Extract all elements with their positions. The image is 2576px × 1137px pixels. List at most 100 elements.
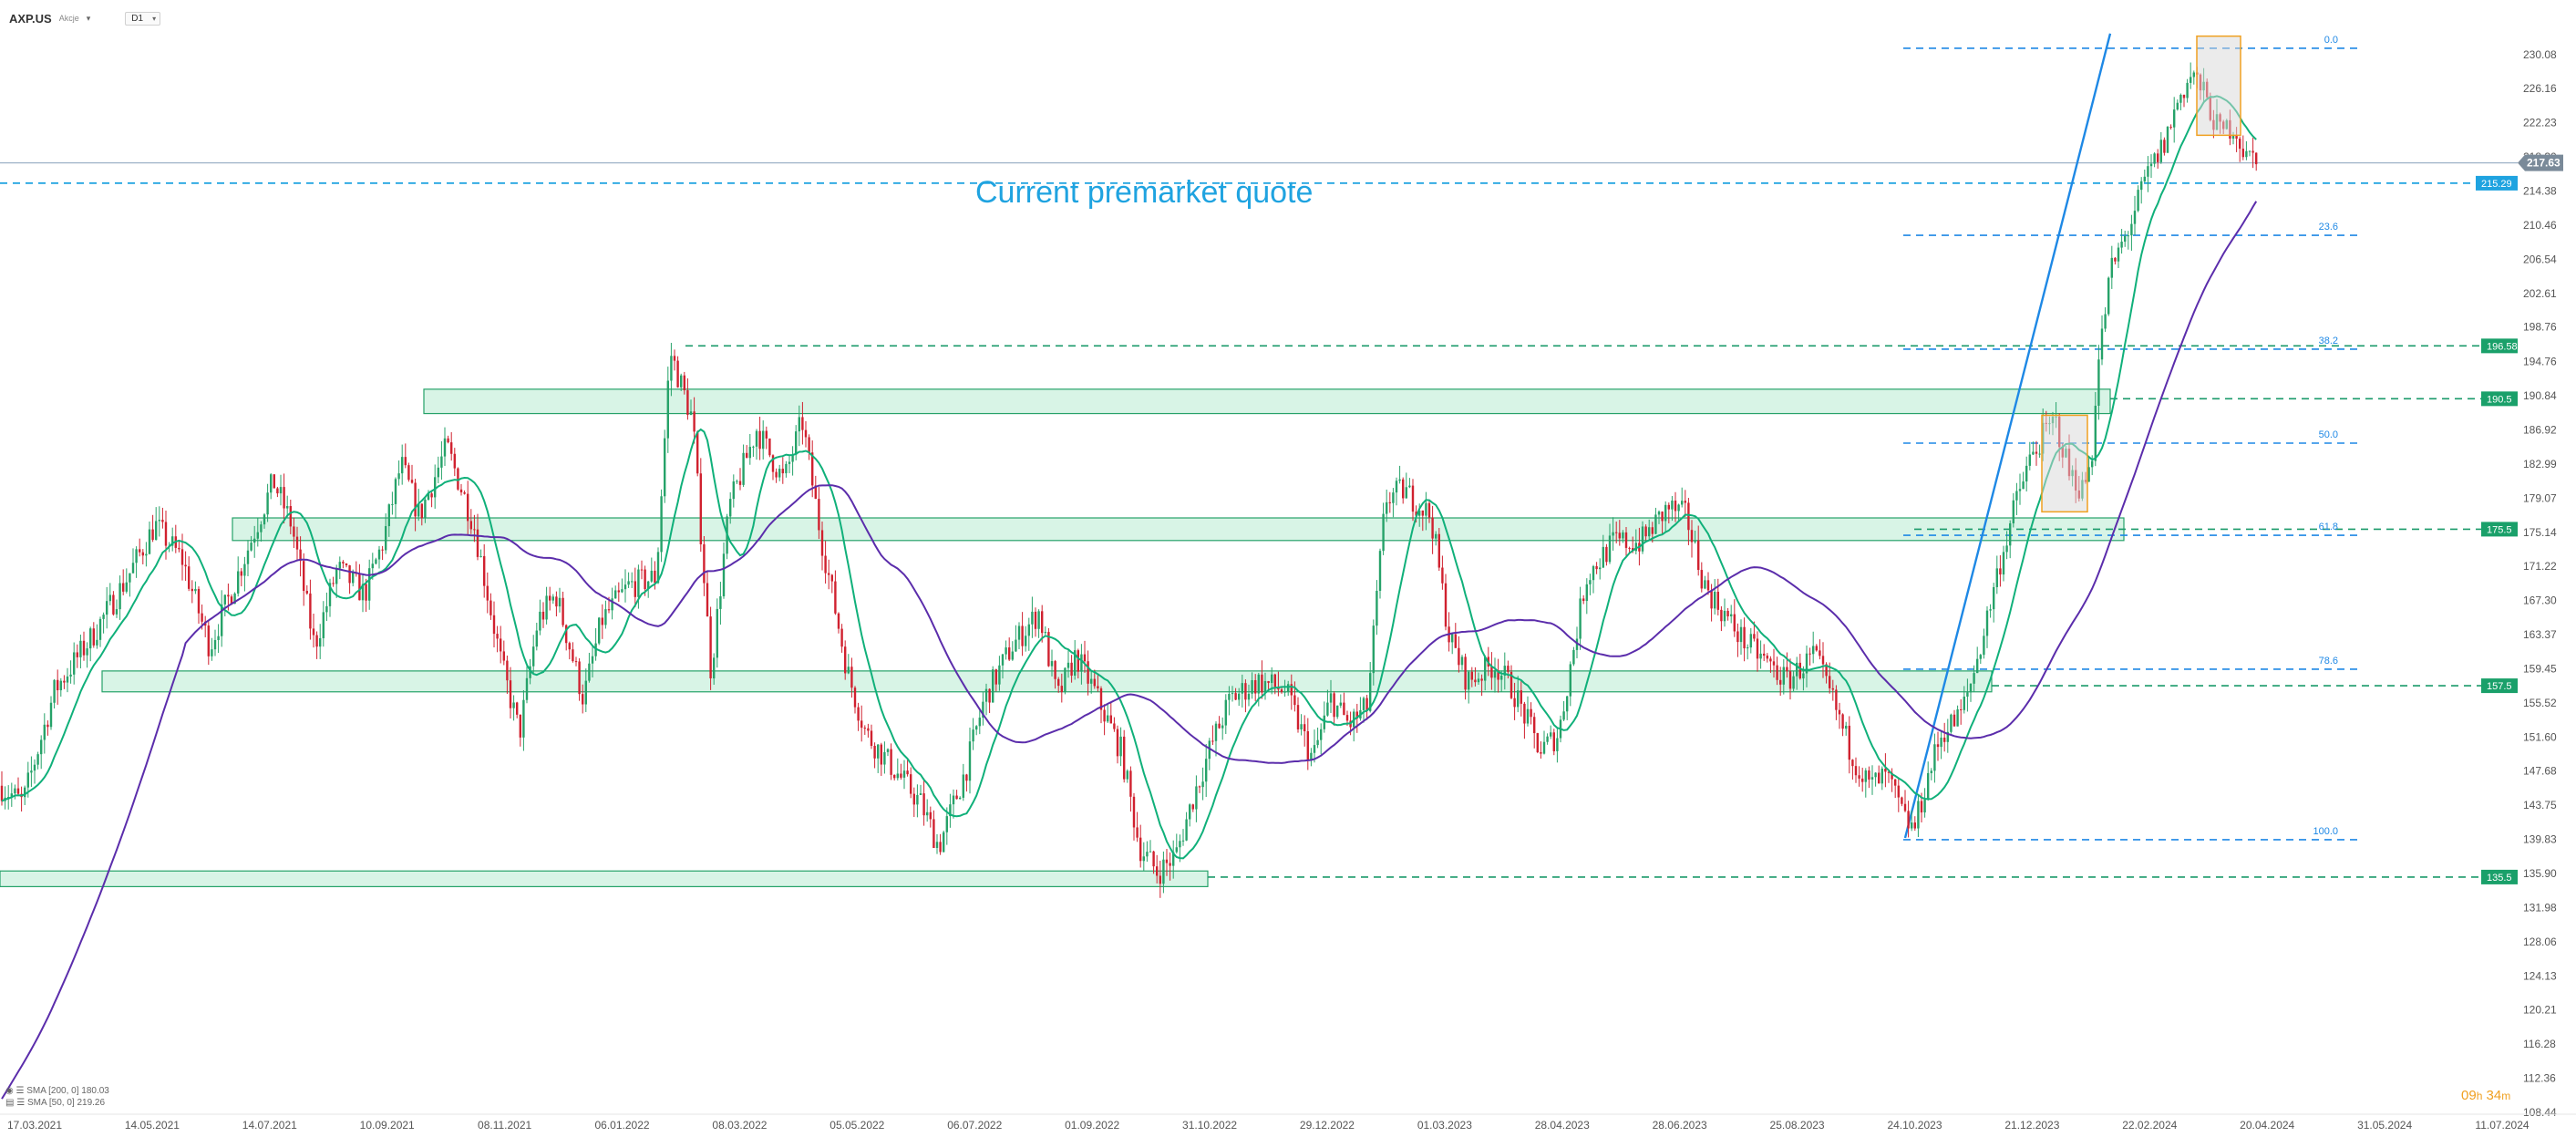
sma200-line[interactable] (1, 201, 2258, 1100)
candle-body[interactable] (880, 744, 882, 765)
candle-body[interactable] (1552, 732, 1555, 751)
candle-body[interactable] (2251, 150, 2254, 153)
candle-body[interactable] (1911, 822, 1913, 829)
candle-body[interactable] (385, 526, 387, 551)
candle-body[interactable] (1664, 504, 1667, 522)
candle-body[interactable] (2005, 545, 2008, 553)
candle-body[interactable] (562, 597, 564, 625)
candle-body[interactable] (73, 652, 76, 675)
candle-body[interactable] (1667, 504, 1670, 510)
candle-body[interactable] (1001, 654, 1005, 666)
candle-body[interactable] (486, 585, 489, 601)
candle-body[interactable] (1378, 551, 1382, 591)
candle-body[interactable] (1792, 676, 1795, 689)
candle-body[interactable] (450, 442, 453, 454)
candle-body[interactable] (1313, 745, 1316, 753)
candle-body[interactable] (1503, 666, 1506, 676)
candle-body[interactable] (584, 680, 587, 705)
candle-body[interactable] (1960, 709, 1963, 711)
candle-body[interactable] (1993, 586, 1995, 610)
candle-body[interactable] (1195, 786, 1198, 810)
candle-body[interactable] (1234, 693, 1237, 700)
candle-body[interactable] (1031, 611, 1034, 625)
candle-body[interactable] (2143, 176, 2146, 181)
candle-body[interactable] (82, 640, 86, 656)
candle-body[interactable] (2022, 481, 2025, 490)
candle-body[interactable] (161, 520, 164, 522)
candle-body[interactable] (2110, 257, 2113, 278)
candle-body[interactable] (1231, 693, 1234, 695)
candle-body[interactable] (217, 636, 220, 640)
candle-body[interactable] (1582, 598, 1585, 602)
candle-body[interactable] (722, 553, 726, 597)
support-zone[interactable] (232, 517, 2125, 542)
candle-body[interactable] (1421, 510, 1424, 516)
candle-body[interactable] (1976, 658, 1979, 674)
candle-body[interactable] (1726, 610, 1729, 616)
candle-body[interactable] (1181, 840, 1185, 842)
candle-body[interactable] (325, 605, 328, 613)
candle-body[interactable] (246, 550, 250, 564)
candle-body[interactable] (240, 571, 242, 576)
candle-body[interactable] (877, 744, 880, 759)
candle-body[interactable] (732, 481, 735, 500)
candle-body[interactable] (69, 674, 72, 677)
candle-body[interactable] (565, 625, 568, 644)
candle-body[interactable] (811, 452, 814, 486)
candle-body[interactable] (1283, 691, 1286, 693)
candle-body[interactable] (686, 390, 689, 416)
candle-body[interactable] (250, 543, 252, 551)
candle-body[interactable] (1963, 697, 1965, 710)
candle-body[interactable] (420, 503, 423, 519)
candle-body[interactable] (1628, 547, 1631, 549)
candle-body[interactable] (551, 596, 554, 601)
candle-body[interactable] (742, 452, 745, 485)
candle-body[interactable] (1927, 772, 1930, 800)
candle-body[interactable] (1868, 770, 1870, 780)
candle-body[interactable] (457, 468, 459, 490)
candle-body[interactable] (863, 728, 866, 729)
candle-body[interactable] (1953, 714, 1956, 727)
candle-body[interactable] (824, 555, 827, 574)
candle-body[interactable] (2015, 491, 2018, 501)
candle-body[interactable] (496, 634, 499, 639)
candle-body[interactable] (125, 582, 128, 592)
candle-body[interactable] (818, 499, 820, 531)
candle-body[interactable] (1615, 532, 1618, 533)
candle-body[interactable] (164, 522, 168, 546)
candle-body[interactable] (1343, 702, 1345, 716)
candle-body[interactable] (1362, 698, 1365, 710)
candle-body[interactable] (1550, 732, 1552, 737)
candle-body[interactable] (834, 581, 837, 614)
candle-body[interactable] (647, 581, 650, 590)
candle-body[interactable] (1300, 724, 1303, 729)
candle-body[interactable] (781, 469, 784, 474)
candle-body[interactable] (2097, 359, 2100, 406)
candle-body[interactable] (1730, 614, 1733, 616)
candle-body[interactable] (1126, 770, 1128, 780)
candle-body[interactable] (1845, 725, 1848, 729)
candle-body[interactable] (1864, 770, 1867, 782)
candle-body[interactable] (440, 456, 443, 468)
candle-body[interactable] (1966, 692, 1969, 698)
candle-body[interactable] (7, 796, 10, 798)
candle-body[interactable] (1107, 715, 1109, 722)
candle-body[interactable] (63, 680, 66, 683)
candle-body[interactable] (1241, 683, 1243, 694)
candle-body[interactable] (1365, 698, 1368, 711)
candle-body[interactable] (1017, 625, 1021, 640)
candle-body[interactable] (283, 487, 285, 509)
candle-body[interactable] (900, 773, 902, 778)
candle-body[interactable] (24, 787, 26, 798)
candle-body[interactable] (1776, 665, 1778, 680)
candle-body[interactable] (1119, 736, 1122, 757)
candle-body[interactable] (315, 635, 318, 647)
candle-body[interactable] (912, 793, 915, 805)
candle-body[interactable] (529, 666, 531, 678)
candle-body[interactable] (992, 669, 994, 703)
candle-body[interactable] (820, 530, 824, 556)
candle-body[interactable] (1087, 661, 1089, 684)
candle-body[interactable] (211, 649, 213, 656)
candle-body[interactable] (1437, 533, 1440, 568)
candle-body[interactable] (1080, 654, 1083, 672)
